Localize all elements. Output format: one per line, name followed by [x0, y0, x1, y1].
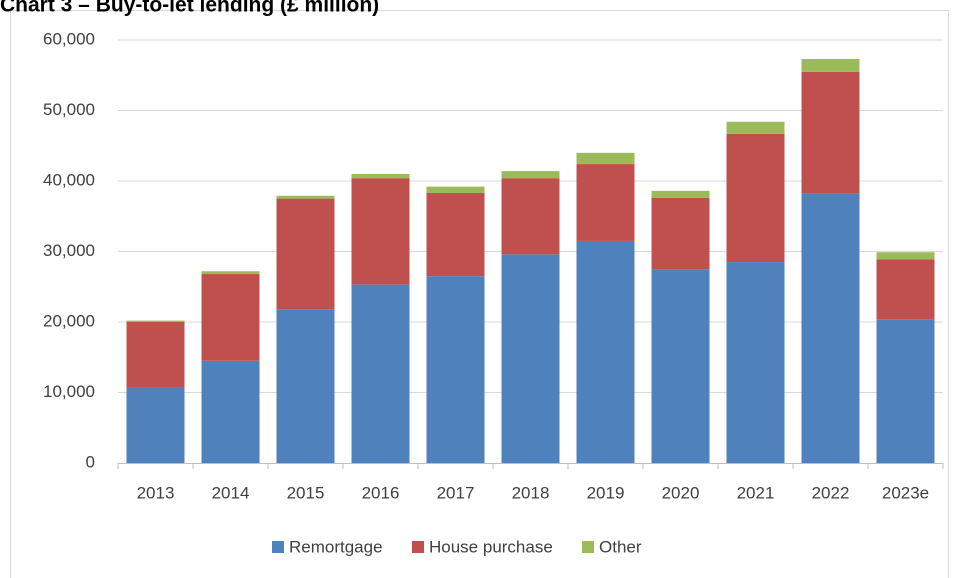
- y-tick-label: 30,000: [43, 241, 95, 260]
- x-tick-label: 2022: [812, 483, 850, 502]
- bar-segment: [126, 322, 185, 388]
- bar-segment: [276, 198, 335, 310]
- x-tick-label: 2014: [212, 483, 250, 502]
- bar-segment: [126, 387, 185, 463]
- bar-segment: [876, 252, 935, 260]
- bar-segment: [801, 193, 860, 463]
- bar-segment: [126, 320, 185, 322]
- legend-label: House purchase: [429, 537, 553, 556]
- x-tick-label: 2019: [587, 483, 625, 502]
- x-tick-label: 2020: [662, 483, 700, 502]
- bar-segment: [426, 276, 485, 463]
- bar-segment: [576, 152, 635, 165]
- x-tick-label: 2023e: [882, 483, 929, 502]
- bar-segment: [801, 59, 860, 72]
- y-tick-label: 60,000: [43, 29, 95, 48]
- bar-segment: [276, 309, 335, 463]
- bar-segment: [426, 192, 485, 277]
- bar-segment: [501, 171, 560, 179]
- y-tick-label: 10,000: [43, 382, 95, 401]
- x-tick-label: 2018: [512, 483, 550, 502]
- bar-segment: [801, 71, 860, 194]
- bar-segment: [501, 254, 560, 463]
- bar-segment: [201, 274, 260, 361]
- bar-segment: [576, 240, 635, 463]
- legend-swatch: [412, 541, 424, 553]
- bar-segment: [726, 133, 785, 263]
- bar-segment: [651, 197, 710, 270]
- bar-segment: [651, 269, 710, 463]
- bar-segment: [876, 259, 935, 320]
- bar-segment: [576, 164, 635, 241]
- bar-segment: [351, 173, 410, 179]
- x-tick-label: 2016: [362, 483, 400, 502]
- x-tick-label: 2015: [287, 483, 325, 502]
- bar-segment: [726, 262, 785, 463]
- bar-segment: [351, 284, 410, 463]
- x-tick-label: 2013: [137, 483, 175, 502]
- bar-segment: [276, 195, 335, 199]
- y-tick-label: 20,000: [43, 311, 95, 330]
- bar-segment: [726, 121, 785, 134]
- y-tick-label: 0: [86, 452, 95, 471]
- bar-segment: [351, 178, 410, 285]
- y-tick-label: 40,000: [43, 170, 95, 189]
- bar-segment: [501, 178, 560, 255]
- bar-segment: [201, 360, 260, 463]
- y-tick-label: 50,000: [43, 100, 95, 119]
- bar-segment: [426, 186, 485, 193]
- legend-label: Other: [599, 537, 642, 556]
- bar-segment: [201, 271, 260, 275]
- legend-swatch: [582, 541, 594, 553]
- legend-swatch: [272, 541, 284, 553]
- x-tick-label: 2021: [737, 483, 775, 502]
- legend-label: Remortgage: [289, 537, 383, 556]
- bar-segment: [651, 190, 710, 198]
- x-tick-label: 2017: [437, 483, 475, 502]
- chart-title: Chart 3 – Buy-to-let lending (£ million): [0, 0, 379, 17]
- bar-segment: [876, 319, 935, 463]
